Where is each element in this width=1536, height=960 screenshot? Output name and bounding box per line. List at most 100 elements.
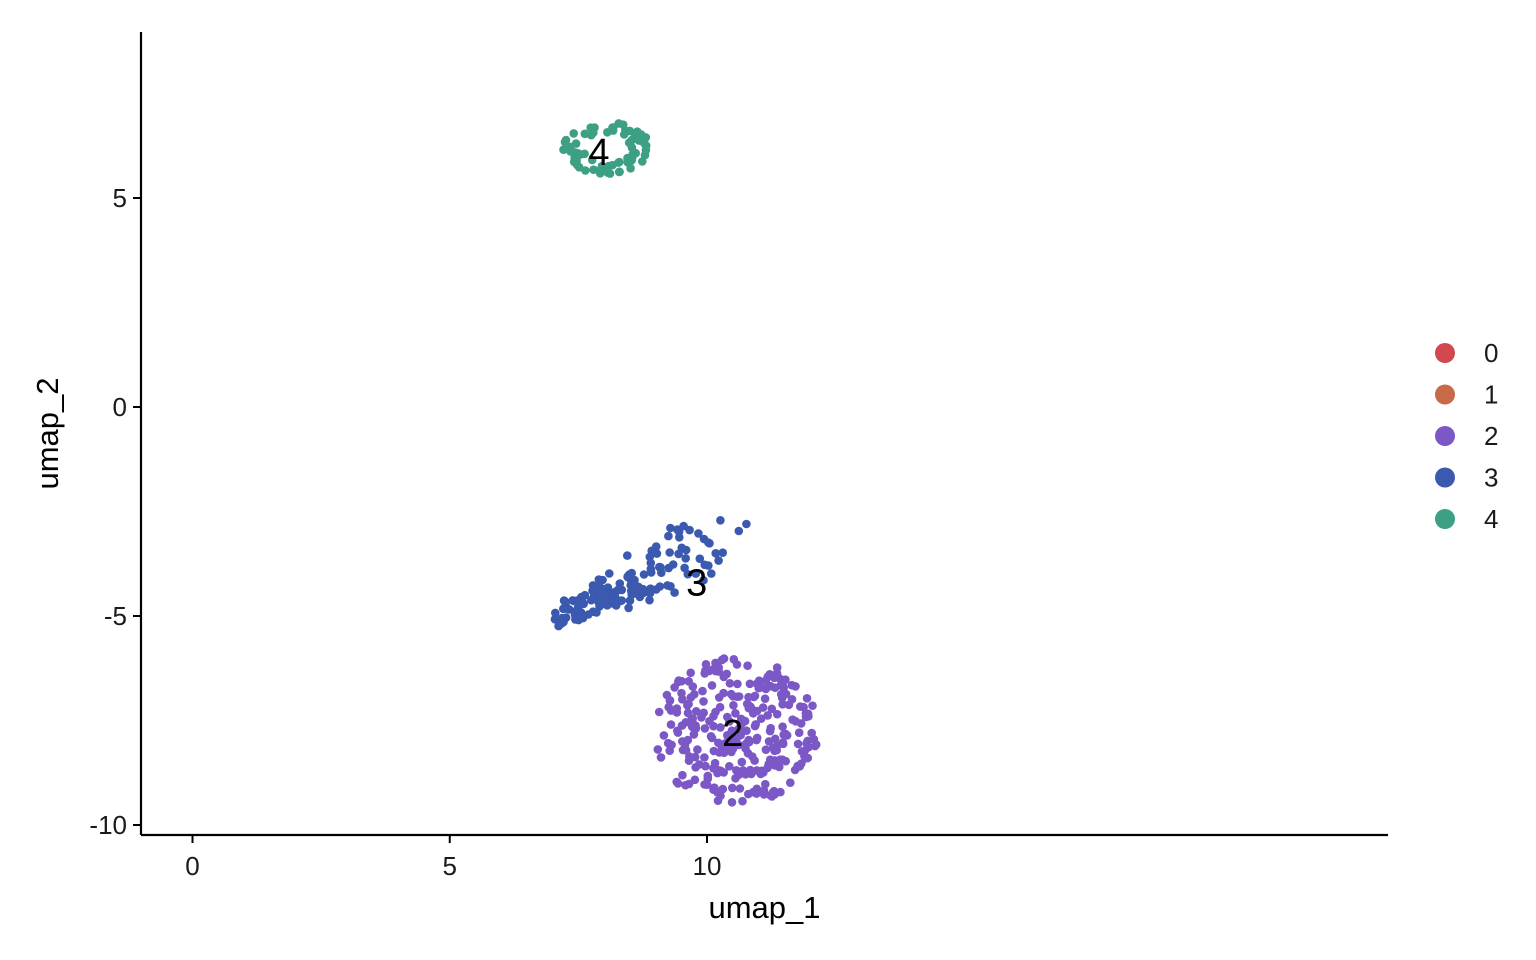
data-point [705,716,714,726]
x-tick-label: 0 [185,851,199,881]
data-point [750,721,760,731]
data-point [636,130,646,139]
data-point [665,696,675,706]
data-point [728,692,738,701]
data-point [589,165,598,174]
cluster-4-points [559,119,651,178]
data-point [664,531,673,541]
x-tick-label: 10 [693,851,722,881]
data-point [707,569,716,578]
data-point [744,692,753,702]
data-point [673,525,682,534]
data-point [778,755,787,764]
data-point [719,672,729,682]
data-point [672,704,682,713]
data-point [740,716,750,726]
legend-swatch [1435,426,1455,446]
data-point [745,679,755,689]
data-point [690,752,700,762]
data-point [743,661,752,670]
data-point [752,679,762,688]
data-point [744,735,753,745]
data-point [732,734,741,744]
data-point [728,783,737,793]
data-point [672,777,681,787]
data-point [700,560,709,570]
data-point [764,759,773,769]
data-point [639,588,648,598]
data-point [605,569,614,578]
data-point [788,715,797,724]
data-point [688,714,697,723]
data-point [652,549,662,558]
y-tick-label: -10 [89,810,127,840]
data-point [761,676,771,685]
data-point [699,534,709,544]
data-point [560,597,570,606]
data-point [683,708,693,718]
data-point [761,779,770,789]
data-point [737,757,747,767]
data-point [787,695,797,704]
data-point [646,584,655,593]
data-point [551,608,560,618]
data-point [673,728,683,737]
data-point [776,681,785,690]
legend-item-2: 2 [1435,421,1498,451]
data-point [752,706,762,716]
y-tick-label: 0 [113,392,127,422]
legend: 0 1 2 3 4 [1435,338,1498,534]
data-point [571,615,580,624]
cluster-2-points [653,654,821,807]
cluster-label-3: 3 [686,563,707,605]
data-point [645,595,654,605]
data-point [627,136,636,145]
data-point [700,753,709,762]
legend-item-3: 3 [1435,463,1498,493]
data-point [729,701,738,710]
data-point [711,707,720,717]
data-point [623,572,632,582]
data-point [624,603,633,613]
data-point [674,676,684,685]
data-point [677,688,686,698]
data-point [810,741,820,751]
data-point [775,674,784,683]
data-point [734,526,744,536]
data-point [727,798,737,807]
data-point [691,763,700,772]
data-point [777,693,787,703]
data-point [707,681,717,690]
data-point [714,556,723,565]
data-point [680,740,690,749]
data-point [767,704,777,714]
data-point [719,768,728,777]
data-point [586,130,596,140]
cluster-label-4: 4 [588,132,609,174]
legend-label: 0 [1484,338,1498,368]
data-point [760,694,770,703]
data-point [592,608,601,617]
data-point [670,588,679,597]
data-point [668,560,678,569]
data-point [750,691,760,701]
data-point [761,684,771,694]
data-point [734,770,744,779]
data-point [794,728,804,737]
data-point [666,582,675,591]
legend-swatch [1435,509,1455,529]
data-point [559,145,568,154]
data-point [560,137,570,147]
data-point [686,668,695,678]
data-point [630,579,639,588]
data-point [569,129,578,138]
data-point [712,660,721,670]
data-point [734,724,744,733]
data-point [623,551,632,560]
data-point [683,701,692,710]
data-point [800,751,809,761]
data-point [799,702,808,712]
data-point [752,789,761,798]
data-point [608,160,617,170]
